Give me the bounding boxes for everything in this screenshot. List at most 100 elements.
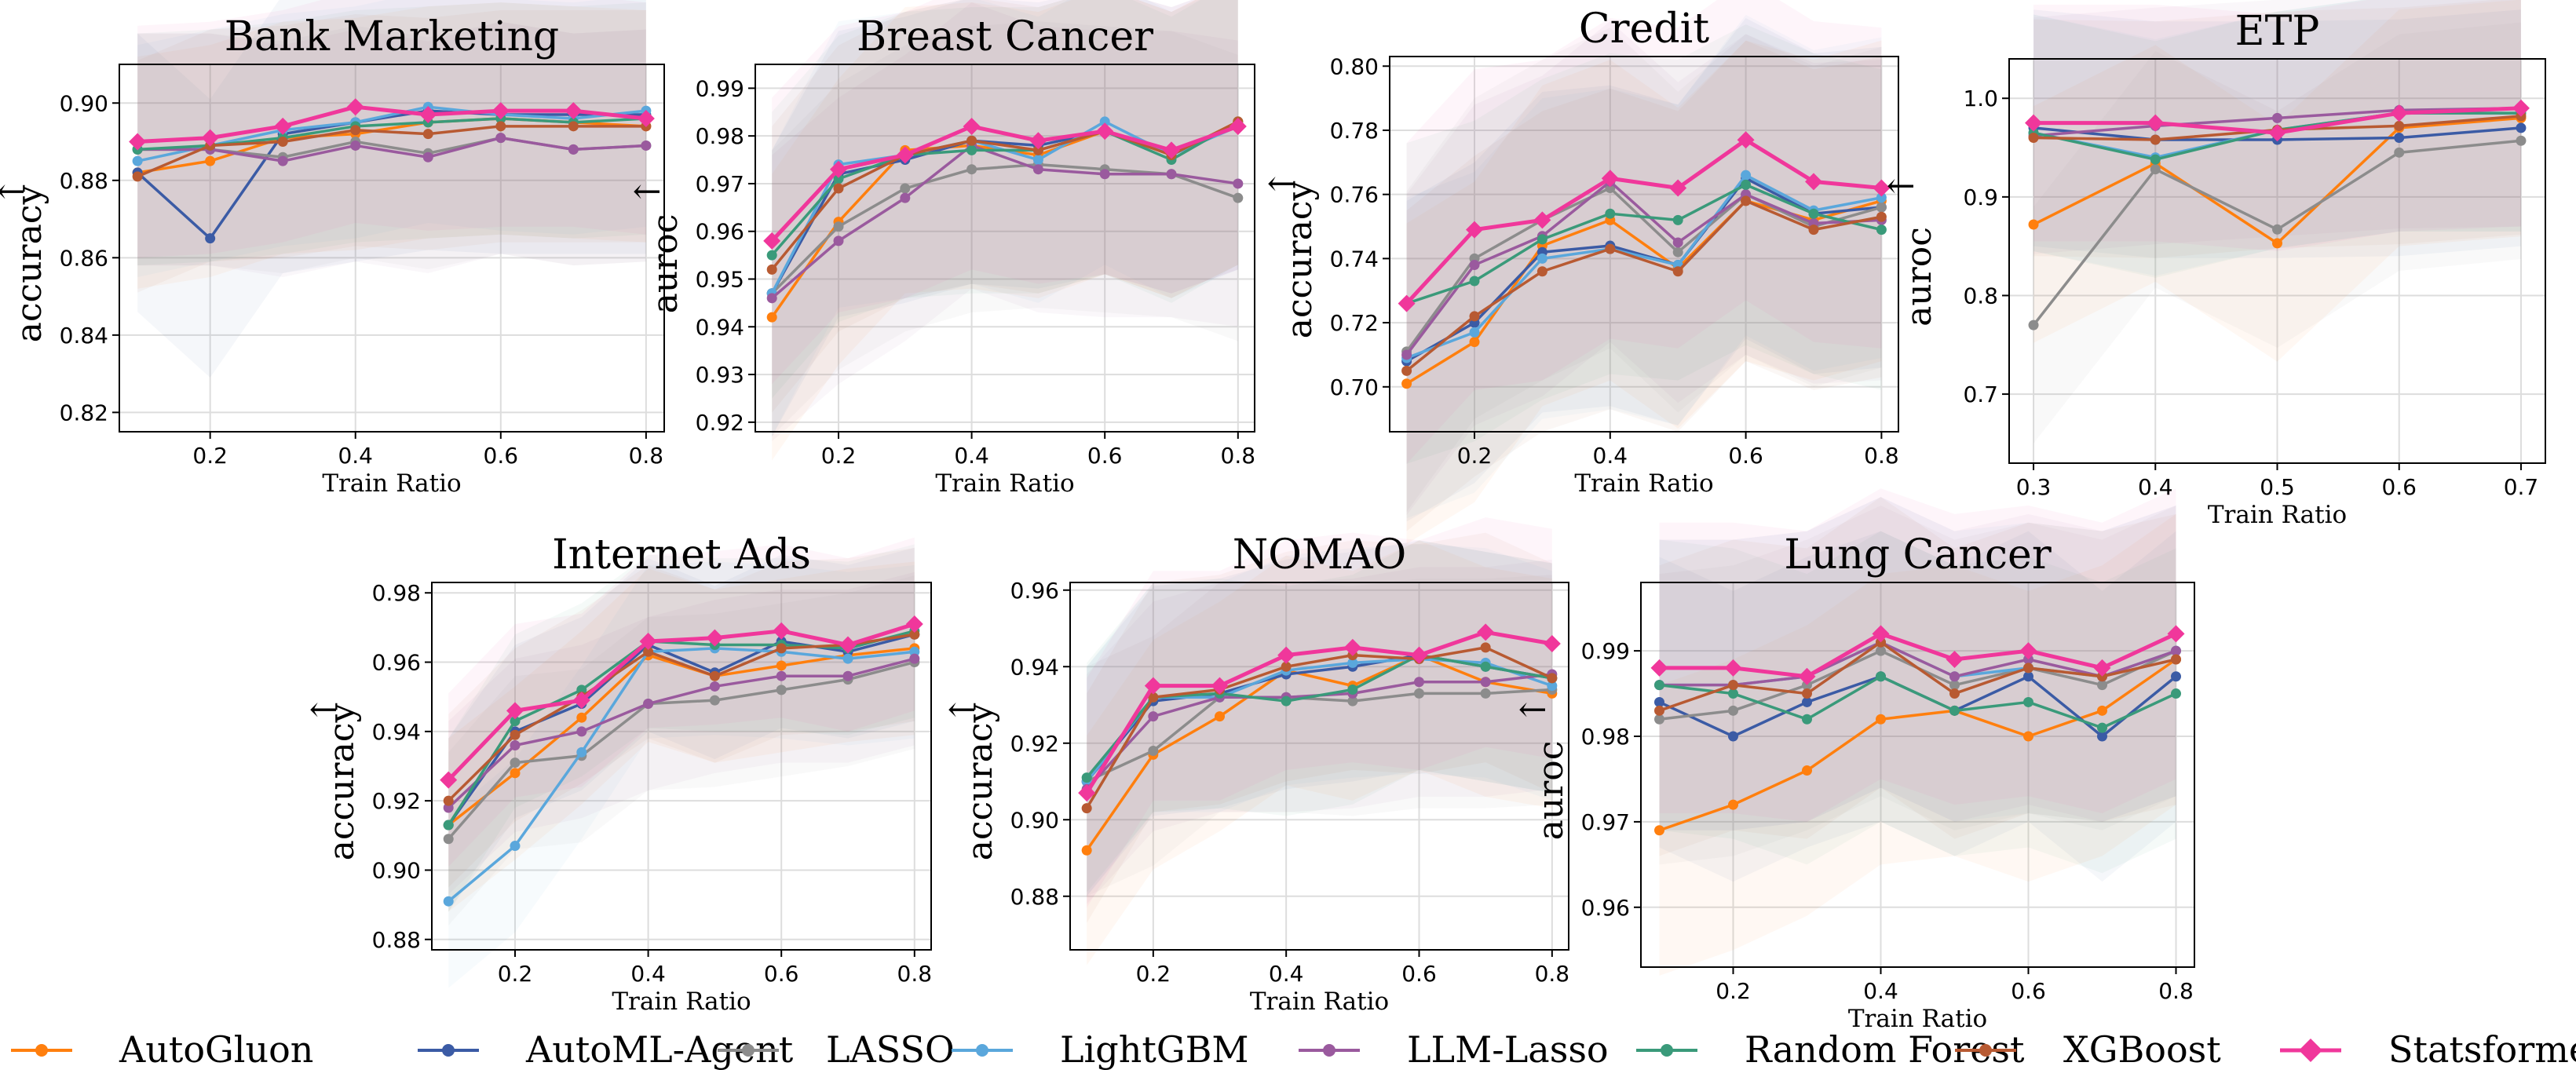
data-point bbox=[1078, 784, 1096, 802]
data-point bbox=[1805, 173, 1822, 191]
data-point bbox=[1480, 661, 1491, 672]
series-line-statsformer bbox=[770, 124, 1239, 243]
x-tick-label: 0.2 bbox=[1716, 978, 1751, 1004]
data-point bbox=[1547, 681, 1558, 692]
data-point bbox=[763, 232, 781, 250]
band-lightgbm bbox=[772, 0, 1238, 437]
data-point bbox=[1672, 237, 1683, 248]
series-line-autogluon bbox=[1085, 653, 1553, 852]
x-axis-label: Train Ratio bbox=[1574, 469, 1713, 498]
series-line-llm-lasso bbox=[448, 657, 915, 809]
y-axis-label: auroc bbox=[1899, 227, 1939, 327]
series-line-xgboost bbox=[1085, 646, 1553, 809]
data-point bbox=[1401, 349, 1412, 360]
data-point bbox=[2097, 680, 2107, 691]
data-point bbox=[2171, 671, 2181, 682]
data-point bbox=[1096, 122, 1114, 141]
data-point bbox=[1876, 202, 1887, 213]
data-point bbox=[896, 146, 914, 164]
data-point bbox=[2028, 132, 2039, 143]
data-point bbox=[833, 221, 844, 232]
y-tick-label: 0.9 bbox=[1963, 184, 1998, 210]
y-tick-label: 0.99 bbox=[1581, 638, 1630, 664]
data-point bbox=[909, 629, 920, 640]
y-tick-label: 0.90 bbox=[60, 90, 108, 116]
band-xgboost bbox=[1087, 532, 1552, 923]
series-line-random-forest bbox=[1659, 675, 2177, 729]
band-xgboost bbox=[772, 0, 1238, 413]
data-point bbox=[350, 125, 361, 136]
band-random-forest bbox=[1659, 531, 2176, 874]
data-point bbox=[2023, 731, 2033, 742]
x-tick-label: 0.4 bbox=[630, 961, 666, 987]
data-point bbox=[966, 135, 977, 146]
series-line-llm-lasso bbox=[771, 144, 1239, 300]
data-point bbox=[568, 121, 579, 132]
plot-frame bbox=[755, 64, 1255, 433]
x-tick-label: 0.6 bbox=[484, 443, 519, 469]
data-point bbox=[1543, 635, 1561, 652]
data-point bbox=[2394, 132, 2405, 143]
chart-title: NOMAO bbox=[1233, 531, 1407, 579]
data-point bbox=[2023, 671, 2033, 682]
data-point bbox=[1536, 266, 1547, 277]
y-axis-arrow: ↑ bbox=[1514, 695, 1554, 725]
data-point bbox=[776, 685, 787, 695]
chart-title: Lung Cancer bbox=[1784, 531, 2052, 579]
series-line-xgboost bbox=[1405, 199, 1882, 372]
data-point bbox=[443, 820, 454, 831]
series-group bbox=[1650, 625, 2185, 836]
data-point bbox=[1876, 192, 1887, 203]
data-point bbox=[443, 896, 454, 907]
y-axis-arrow: ↑ bbox=[305, 695, 345, 725]
data-point bbox=[1949, 688, 1960, 699]
y-tick-label: 1.0 bbox=[1963, 86, 1998, 111]
data-point bbox=[1347, 695, 1358, 706]
chart-title: Internet Ads bbox=[552, 531, 811, 579]
band-automl-agent bbox=[1659, 531, 2176, 882]
series-line-statsformer bbox=[447, 622, 915, 782]
band-lightgbm bbox=[1406, 14, 1882, 519]
data-point bbox=[2268, 124, 2286, 142]
series-line-llm-lasso bbox=[137, 136, 646, 162]
x-tick-label: 0.6 bbox=[1087, 443, 1123, 469]
band-llm-lasso bbox=[1406, 21, 1882, 516]
band-lightgbm bbox=[448, 561, 915, 988]
data-point bbox=[1547, 673, 1558, 684]
series-line-autogluon bbox=[1658, 658, 2177, 832]
data-point bbox=[1876, 714, 1886, 725]
x-axis-label: Train Ratio bbox=[1848, 1005, 1987, 1033]
band-autogluon bbox=[137, 2, 646, 289]
x-tick-label: 0.2 bbox=[192, 443, 228, 469]
data-point bbox=[1672, 246, 1683, 257]
y-axis-label: accuracy bbox=[322, 703, 362, 861]
legend-item-lasso: LASSO bbox=[718, 1028, 955, 1071]
data-point bbox=[1229, 118, 1247, 136]
y-tick-label: 0.96 bbox=[696, 219, 744, 245]
data-point bbox=[1032, 144, 1043, 155]
data-point bbox=[1605, 243, 1616, 254]
y-tick-label: 0.94 bbox=[1010, 654, 1059, 680]
legend: AutoGluon AutoML-Agent LASSO LightGBM LLM-La… bbox=[11, 1028, 2576, 1071]
legend-marker bbox=[35, 1044, 48, 1057]
data-point bbox=[839, 636, 857, 654]
x-tick-label: 0.8 bbox=[897, 961, 933, 987]
data-point bbox=[1808, 225, 1819, 235]
data-point bbox=[2394, 120, 2405, 131]
y-tick-label: 0.86 bbox=[60, 245, 108, 271]
x-tick-label: 0.2 bbox=[498, 961, 533, 987]
data-point bbox=[1872, 625, 1890, 643]
series-line-automl-agent bbox=[447, 633, 915, 827]
data-point bbox=[1480, 677, 1491, 688]
band-autogluon bbox=[448, 561, 915, 912]
data-point bbox=[2150, 164, 2161, 175]
data-point bbox=[776, 670, 787, 681]
data-point bbox=[833, 183, 844, 194]
legend-item-xgboost: XGBoost bbox=[1955, 1028, 2221, 1071]
data-point bbox=[274, 117, 292, 135]
data-point bbox=[422, 152, 433, 162]
data-point bbox=[2272, 224, 2282, 235]
x-axis-label: Train Ratio bbox=[1250, 988, 1389, 1016]
y-axis-arrow: ↑ bbox=[943, 695, 983, 725]
